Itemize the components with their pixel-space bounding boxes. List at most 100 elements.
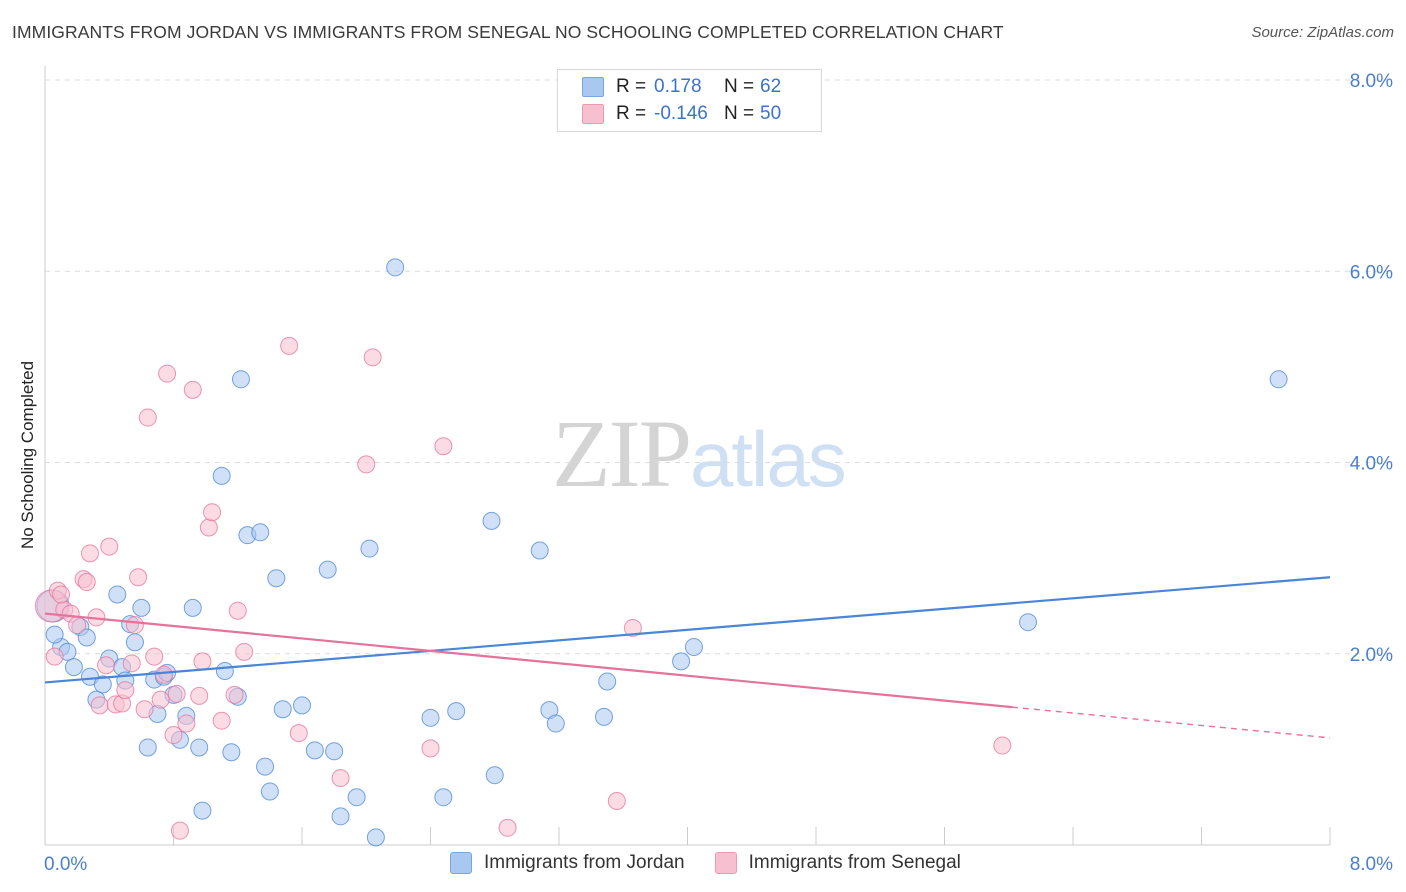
jordan-point (360, 539, 379, 558)
senegal-point (154, 665, 173, 684)
senegal-point (183, 380, 202, 399)
jordan-point (447, 702, 466, 721)
senegal-trend-line (44, 612, 1013, 709)
senegal-point (80, 544, 99, 563)
jordan-point (1269, 370, 1288, 389)
jordan-point (421, 708, 440, 727)
senegal-point (125, 616, 144, 635)
jordan-point (318, 560, 337, 579)
senegal-point (331, 769, 350, 788)
senegal-point (280, 336, 299, 355)
source-credit: Source: ZipAtlas.com (1251, 24, 1394, 41)
legend-r-value: 0.178 (654, 76, 702, 97)
series-swatch-jordan (450, 852, 472, 874)
senegal-point (145, 647, 164, 666)
jordan-point (530, 541, 549, 560)
senegal-point (90, 696, 109, 715)
jordan-point (273, 700, 292, 719)
senegal-point (116, 681, 135, 700)
jordan-point (1019, 613, 1038, 632)
senegal-point (68, 616, 87, 635)
legend-n-label: N = (724, 76, 755, 97)
jordan-point (684, 638, 703, 657)
jordan-point (215, 661, 234, 680)
legend-r-label: R = (616, 76, 647, 97)
series-swatch-senegal (714, 852, 737, 874)
senegal-point (97, 656, 116, 675)
legend-swatch-jordan (582, 77, 604, 97)
jordan-point (231, 370, 250, 389)
watermark-zip: ZIP (552, 400, 692, 507)
senegal-point (228, 601, 247, 620)
jordan-point (366, 828, 385, 847)
senegal-point (135, 700, 154, 719)
jordan-point (485, 766, 504, 785)
jordan-point (138, 738, 157, 757)
jordan-point (64, 658, 83, 677)
senegal-point (357, 455, 376, 474)
senegal-point (421, 739, 440, 758)
jordan-point (190, 738, 209, 757)
senegal-point (498, 818, 517, 837)
jordan-point (267, 569, 286, 588)
legend-row-senegal: R = -0.146 N = 50 (582, 101, 781, 127)
senegal-trend-line-extension (1011, 706, 1331, 739)
jordan-point (77, 628, 96, 647)
senegal-point (129, 568, 148, 587)
senegal-point (100, 537, 119, 556)
senegal-point (45, 647, 64, 666)
senegal-point (225, 685, 244, 704)
jordan-point (482, 511, 501, 530)
series-legend-jordan: Immigrants from Jordan (450, 852, 685, 874)
jordan-point (222, 743, 241, 762)
senegal-point (235, 642, 254, 661)
jordan-trend-line (44, 576, 1331, 684)
jordan-point (256, 757, 275, 776)
jordan-point (672, 652, 691, 671)
senegal-point (52, 585, 71, 604)
jordan-point (193, 801, 212, 820)
jordan-point (45, 625, 64, 644)
senegal-point (623, 618, 642, 637)
series-label-jordan: Immigrants from Jordan (484, 852, 685, 873)
jordan-point (108, 585, 127, 604)
jordan-point (293, 696, 311, 715)
legend-swatch-senegal (582, 104, 604, 124)
legend-r-label: R = (616, 103, 647, 124)
series-legend: Immigrants from Jordan Immigrants from S… (450, 852, 991, 874)
senegal-point (170, 821, 189, 840)
senegal-point (193, 652, 212, 671)
senegal-point (138, 408, 157, 427)
jordan-point (125, 633, 144, 652)
senegal-point (607, 792, 626, 811)
y-tick-label: 6.0% (1350, 262, 1393, 283)
x-tick-label: 0.0% (44, 854, 87, 875)
jordan-point (598, 672, 617, 691)
senegal-point (203, 503, 222, 522)
legend-r-value: -0.146 (654, 103, 708, 124)
jordan-point (434, 788, 453, 807)
legend-n-value: 62 (760, 76, 782, 97)
series-label-senegal: Immigrants from Senegal (748, 852, 961, 873)
senegal-point (167, 684, 186, 703)
legend-n-label: N = (724, 103, 755, 124)
jordan-point (331, 807, 350, 826)
jordan-point (212, 466, 231, 485)
y-axis-label: No Schooling Completed (18, 360, 37, 550)
jordan-point (305, 741, 324, 760)
legend-n-value: 50 (760, 103, 782, 124)
senegal-point (77, 573, 96, 592)
correlation-legend: R = 0.178 N = 62 R = -0.146 N = 50 (557, 69, 822, 132)
legend-row-jordan: R = 0.178 N = 62 (582, 74, 781, 100)
jordan-point (132, 598, 151, 617)
y-tick-label: 8.0% (1350, 71, 1393, 92)
jordan-point (546, 714, 565, 733)
jordan-point (386, 258, 405, 277)
y-tick-label: 2.0% (1350, 645, 1393, 666)
x-tick-label: 8.0% (1350, 854, 1393, 875)
jordan-point (251, 523, 270, 542)
senegal-point (177, 714, 196, 733)
jordan-point (594, 707, 613, 726)
jordan-point (260, 782, 279, 801)
